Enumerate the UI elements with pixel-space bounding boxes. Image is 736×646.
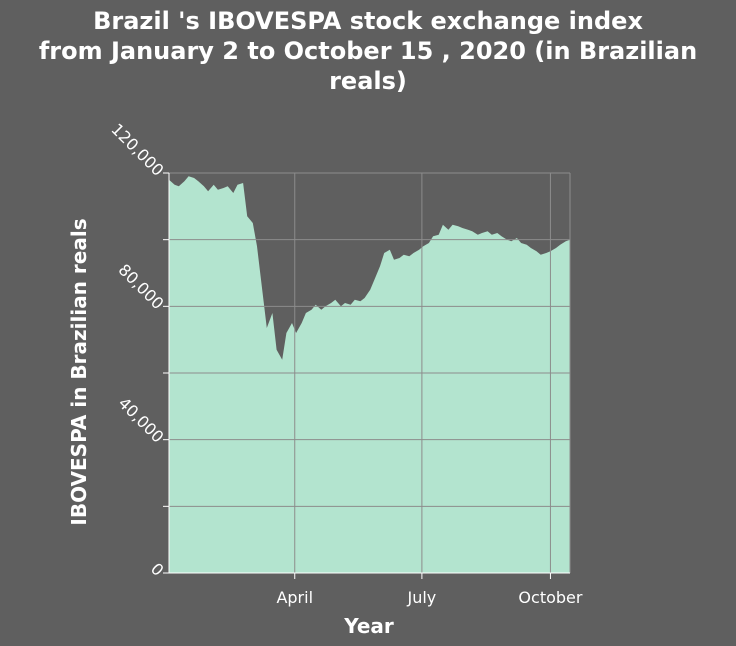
x-tick-label: July [407, 588, 437, 607]
y-tick-label: 0 [147, 559, 168, 580]
x-tick-labels: April July October [276, 588, 582, 607]
grid-layer [169, 172, 571, 574]
y-axis-label: IBOVESPA in Brazilian reals [67, 218, 91, 525]
y-tick-label: 120,000 [107, 120, 167, 180]
y-tick-label: 40,000 [115, 393, 168, 446]
x-tick-label: October [518, 588, 582, 607]
x-tick-label: April [276, 588, 313, 607]
series-area-0 [169, 176, 570, 574]
chart-title-line-3: reals) [329, 67, 407, 95]
y-tick-labels: 0 40,000 80,000 120,000 [107, 120, 167, 580]
chart-title: Brazil 's IBOVESPA stock exchange index … [0, 6, 736, 96]
y-tick-label: 80,000 [115, 260, 168, 313]
axis-layer [163, 172, 570, 579]
x-axis-label: Year [343, 614, 394, 638]
chart-title-line-1: Brazil 's IBOVESPA stock exchange index [93, 7, 643, 35]
area-layer [169, 176, 570, 574]
chart-title-line-2: from January 2 to October 15 , 2020 (in … [38, 37, 698, 65]
